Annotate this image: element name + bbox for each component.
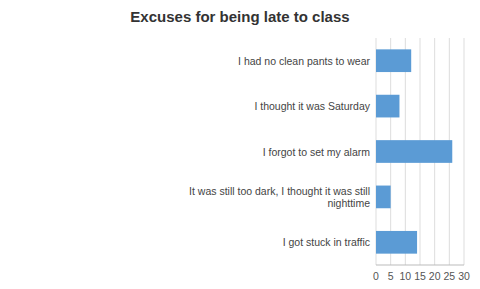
x-tick-label: 25: [443, 270, 455, 282]
bar: [376, 140, 452, 163]
bar: [376, 186, 391, 209]
x-tick-label: 20: [429, 270, 441, 282]
category-label: I forgot to set my alarm: [263, 146, 371, 158]
category-label-line: I thought it was Saturday: [254, 100, 370, 112]
x-tick-label: 30: [458, 270, 470, 282]
category-label-line: I got stuck in traffic: [283, 236, 370, 248]
category-label-line: It was still too dark, I thought it was …: [189, 185, 370, 197]
x-tick-label: 0: [373, 270, 379, 282]
category-label: I thought it was Saturday: [254, 100, 370, 112]
x-axis-line: [376, 265, 464, 266]
category-label-line: I had no clean pants to wear: [238, 55, 370, 67]
category-label: It was still too dark, I thought it was …: [189, 185, 370, 209]
category-label-line: nighttime: [327, 197, 370, 209]
x-tick-label: 15: [414, 270, 426, 282]
category-label: I got stuck in traffic: [283, 236, 370, 248]
bar: [376, 231, 417, 254]
chart: Excuses for being late to class I got stu…: [0, 0, 480, 289]
title: Excuses for being late to class: [130, 8, 349, 25]
bars: [376, 49, 452, 253]
category-label: I had no clean pants to wear: [238, 55, 370, 67]
x-tick-label: 5: [388, 270, 394, 282]
category-label-line: I forgot to set my alarm: [263, 146, 371, 158]
grid: [376, 38, 464, 265]
x-tick-label: 10: [399, 270, 411, 282]
grid-line: [464, 38, 465, 265]
bar: [376, 95, 399, 118]
bar: [376, 49, 411, 72]
